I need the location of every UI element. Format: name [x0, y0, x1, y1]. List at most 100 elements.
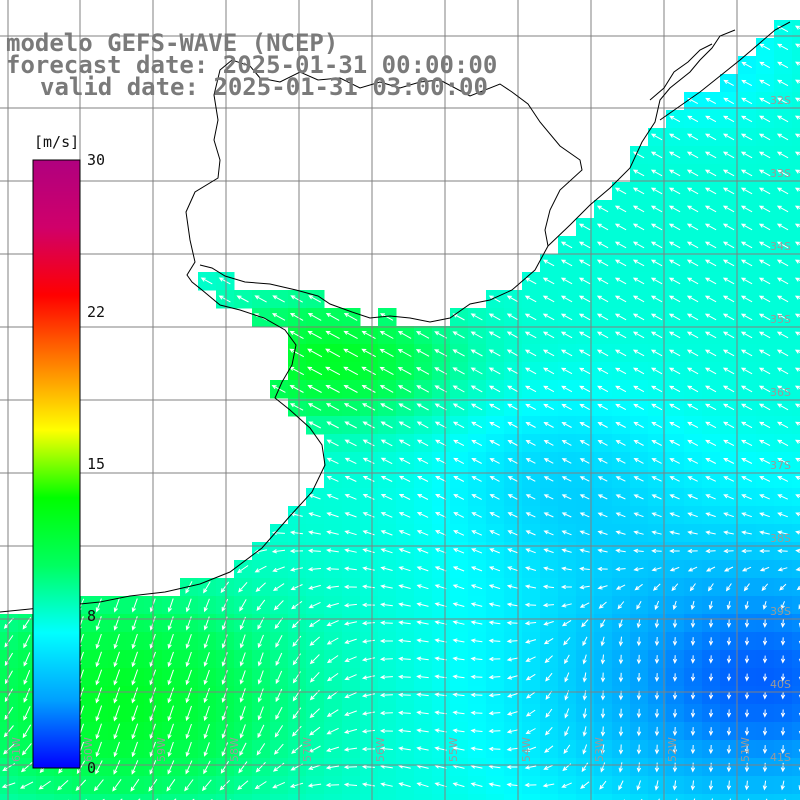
wind-arrow — [672, 744, 678, 755]
wind-arrow — [525, 512, 536, 518]
wind-arrow — [257, 706, 264, 721]
wind-arrow — [470, 349, 483, 357]
wind-arrow — [794, 277, 800, 282]
wind-arrow — [597, 458, 608, 464]
wind-arrow — [762, 673, 768, 682]
wind-arrow — [668, 367, 681, 375]
wind-arrow — [238, 761, 248, 774]
wind-arrow — [362, 512, 375, 518]
wind-arrow — [582, 708, 588, 719]
wind-arrow — [704, 151, 717, 159]
wind-arrow — [416, 674, 429, 679]
wind-arrow — [344, 638, 357, 644]
wind-arrow — [600, 618, 606, 629]
wind-arrow — [597, 403, 609, 411]
wind-speed-cell — [792, 578, 800, 597]
wind-arrow — [525, 440, 536, 446]
wind-arrow — [290, 584, 303, 591]
wind-arrow — [614, 259, 627, 267]
wind-arrow — [615, 512, 626, 518]
wind-arrow — [777, 61, 789, 69]
wind-arrow — [744, 601, 749, 610]
wind-arrow — [309, 654, 320, 665]
wind-arrow — [488, 692, 501, 698]
wind-arrow — [361, 729, 376, 734]
wind-arrow — [343, 603, 357, 608]
wind-arrow — [704, 403, 717, 411]
wind-arrow — [452, 674, 465, 679]
wind-arrow — [560, 277, 573, 285]
wind-arrow — [704, 169, 717, 177]
wind-arrow — [560, 241, 573, 249]
wind-speed-cell — [792, 542, 800, 561]
wind-arrow — [687, 530, 698, 535]
wind-arrow — [690, 691, 696, 700]
wind-arrow — [758, 187, 771, 195]
wind-arrow — [776, 115, 789, 123]
longitude-label: 52W — [666, 737, 679, 762]
wind-arrow — [325, 366, 341, 376]
wind-arrow — [780, 727, 786, 736]
wind-arrow — [668, 385, 681, 393]
wind-arrow — [200, 277, 213, 285]
wind-arrow — [166, 779, 176, 792]
wind-arrow — [704, 241, 717, 249]
wind-arrow — [308, 512, 321, 518]
wind-speed-cell — [792, 290, 800, 309]
wind-arrow — [506, 657, 519, 662]
wind-arrow — [344, 439, 357, 447]
wind-arrow — [489, 530, 500, 536]
wind-arrow — [275, 635, 283, 648]
wind-arrow — [326, 439, 339, 447]
wind-arrow — [416, 530, 429, 536]
wind-arrow — [672, 780, 678, 791]
wind-arrow — [597, 530, 608, 535]
colorbar-unit-label: [m/s] — [34, 133, 80, 151]
wind-arrow — [488, 331, 501, 339]
wind-arrow — [723, 530, 734, 535]
wind-arrow — [597, 566, 608, 572]
wind-arrow — [704, 259, 717, 267]
wind-arrow — [525, 548, 536, 554]
wind-arrow — [525, 746, 537, 752]
wind-arrow — [524, 782, 537, 788]
wind-speed-cell — [792, 362, 800, 381]
model-title: modelo GEFS-WAVE (NCEP) — [6, 29, 339, 57]
wind-arrow — [289, 403, 304, 411]
wind-speed-cell — [378, 794, 397, 800]
longitude-label: 51W — [739, 737, 752, 762]
wind-arrow — [633, 439, 644, 446]
wind-arrow — [415, 349, 430, 357]
wind-arrow — [740, 223, 753, 231]
wind-arrow — [542, 277, 555, 285]
wind-arrow — [271, 313, 286, 321]
wind-arrow — [380, 512, 393, 518]
wind-arrow — [219, 779, 230, 791]
wind-speed-cell — [792, 38, 800, 57]
wind-arrow — [722, 349, 735, 357]
wind-arrow — [654, 726, 660, 737]
wind-arrow — [777, 494, 789, 500]
wind-arrow — [726, 709, 732, 718]
longitude-label: 60W — [82, 737, 95, 762]
wind-arrow — [544, 745, 554, 753]
wind-arrow — [309, 636, 321, 646]
wind-arrow — [705, 566, 716, 572]
wind-arrow — [326, 672, 339, 682]
wind-arrow — [543, 548, 554, 554]
wind-arrow — [704, 331, 717, 339]
wind-arrow — [796, 585, 800, 591]
wind-arrow — [633, 567, 644, 572]
wind-arrow — [633, 476, 644, 482]
wind-arrow — [708, 673, 714, 682]
wind-arrow — [686, 205, 699, 213]
wind-arrow — [561, 566, 572, 571]
wind-arrow — [597, 585, 608, 590]
wind-arrow — [579, 385, 591, 393]
wind-arrow — [686, 169, 699, 177]
wind-arrow — [776, 313, 789, 321]
wind-arrow — [579, 476, 590, 482]
wind-arrow — [596, 205, 609, 213]
wind-arrow — [615, 530, 626, 535]
wind-arrow — [740, 169, 753, 177]
